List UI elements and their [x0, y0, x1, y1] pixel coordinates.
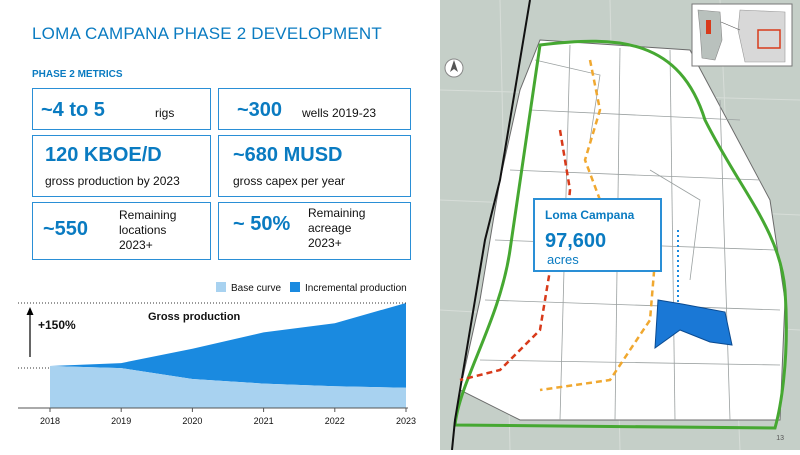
- x-tick-label: 2023: [396, 416, 416, 426]
- legend-incremental-swatch: [290, 282, 300, 292]
- metric-locations-value: ~550: [43, 218, 89, 240]
- metric-locations-box: ~550 Remaining locations 2023+: [32, 202, 211, 260]
- metric-capex-box: ~680 MUSD gross capex per year: [218, 135, 411, 197]
- callout-unit: acres: [547, 252, 579, 267]
- metric-rigs-label: rigs: [155, 106, 175, 120]
- page-number: 13: [776, 435, 784, 442]
- metric-acreage-label-1: Remaining: [308, 206, 366, 220]
- acreage-polygon: [654, 299, 733, 350]
- base-curve-area: [50, 366, 406, 408]
- x-tick-label: 2018: [40, 416, 60, 426]
- inset-map: [691, 3, 793, 67]
- metric-rigs-value: ~4 to 5: [41, 99, 105, 121]
- x-tick-label: 2021: [254, 416, 274, 426]
- x-tick-label: 2022: [325, 416, 345, 426]
- chart-title: Gross production: [148, 311, 241, 323]
- page-title: LOMA CAMPANA PHASE 2 DEVELOPMENT: [32, 24, 382, 43]
- metric-production-value: 120 KBOE/D: [45, 144, 162, 166]
- metric-acreage-label-2: acreage: [308, 221, 352, 235]
- metric-production-box: 120 KBOE/D gross production by 2023: [32, 135, 211, 197]
- metric-capex-label: gross capex per year: [233, 174, 346, 188]
- growth-arrowhead: [26, 307, 34, 315]
- legend-base-swatch: [216, 282, 226, 292]
- growth-annotation: +150%: [38, 318, 76, 332]
- fault-line: [451, 0, 531, 451]
- metric-production-label: gross production by 2023: [45, 174, 180, 188]
- north-arrow-icon: [444, 58, 464, 78]
- callout-value: 97,600: [545, 230, 607, 252]
- x-tick-label: 2019: [111, 416, 131, 426]
- legend-base: Base curve: [216, 282, 281, 294]
- legend-incremental: Incremental production: [290, 282, 407, 294]
- block-boundary-green: [453, 39, 788, 430]
- metric-locations-label-1: Remaining: [119, 208, 177, 222]
- x-tick-label: 2020: [182, 416, 202, 426]
- incremental-production-area: [50, 303, 406, 388]
- metric-locations-label-2: locations: [119, 223, 167, 237]
- metric-wells-value: ~300: [237, 99, 283, 121]
- callout-name: Loma Campana: [545, 208, 635, 222]
- legend-incremental-label: Incremental production: [305, 283, 407, 294]
- metric-wells-label: wells 2019-23: [302, 106, 377, 120]
- metric-locations-label-3: 2023+: [119, 238, 153, 252]
- metric-acreage-label-3: 2023+: [308, 236, 342, 250]
- metric-rigs-box: ~4 to 5 rigs: [32, 88, 211, 130]
- metrics-heading: PHASE 2 METRICS: [32, 69, 123, 80]
- metric-capex-value: ~680 MUSD: [233, 144, 343, 166]
- production-chart: +150% Gross production 2018 2019 2020 2021 2…: [18, 302, 416, 426]
- metric-acreage-value: ~ 50%: [233, 213, 291, 235]
- acreage-callout: Loma Campana 97,600 acres: [533, 198, 662, 272]
- metric-wells-box: ~300 wells 2019-23: [218, 88, 411, 130]
- legend-base-label: Base curve: [231, 283, 282, 294]
- metric-acreage-box: ~ 50% Remaining acreage 2023+: [218, 202, 411, 260]
